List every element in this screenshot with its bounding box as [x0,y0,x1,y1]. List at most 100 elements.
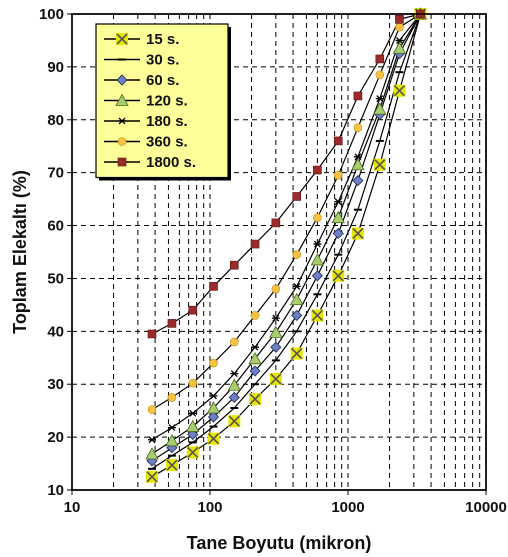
y-tick-label: 50 [47,270,64,287]
y-tick-label: 100 [39,6,64,23]
data-point [228,391,240,404]
data-point [230,370,239,378]
data-point [269,325,283,338]
data-point [352,175,364,187]
data-point [269,372,282,385]
data-point [148,436,157,444]
legend-item: 30 s. [104,52,179,69]
data-point [249,365,261,377]
data-point [375,70,385,80]
data-point [167,319,177,328]
legend-item: 15 s. [104,31,179,48]
data-point [188,378,198,388]
data-point [292,282,301,290]
data-point [290,347,303,360]
data-point [250,311,260,320]
series-points-1 [148,13,425,470]
data-point [165,459,178,472]
data-point [250,239,260,249]
data-point [353,153,362,161]
data-point [271,218,281,228]
data-point [206,401,221,414]
data-point [290,292,304,305]
data-point [395,36,404,44]
data-point [209,358,218,368]
data-point [395,22,404,32]
data-point [332,269,345,282]
plot-area [71,7,487,491]
data-point [313,165,322,175]
legend-item: 120 s. [104,93,188,110]
legend-marker [117,157,127,167]
data-point [351,157,365,171]
legend-label: 30 s. [146,52,179,69]
x-axis-ticks: 10 100 1000 10000 [64,490,507,516]
series-line-5 [151,13,421,411]
data-point [186,446,199,459]
legend-label: 360 s. [146,134,188,151]
series-line-3 [151,13,422,455]
data-point [392,41,407,54]
data-point [188,409,197,417]
data-point [209,282,218,291]
series-points-5 [147,9,425,414]
data-point [313,213,322,222]
legend-label: 1800 s. [146,154,196,171]
plot-border [71,13,487,491]
legend-item: 60 s. [104,72,179,89]
data-point [251,343,260,351]
data-point [230,260,239,270]
data-point [311,270,323,282]
legend-item: 180 s. [104,113,188,130]
data-point [249,393,262,406]
data-point [393,84,406,97]
series-line-1 [151,13,422,470]
data-point [373,158,386,171]
data-point [228,415,241,428]
series-markers [145,7,428,483]
series-points-3 [145,7,428,460]
data-point [313,240,322,248]
legend-label: 180 s. [146,113,188,130]
data-point [146,470,159,483]
data-point [165,433,179,447]
legend-label: 60 s. [146,72,179,89]
data-point [333,136,343,146]
x-tick-label: 10000 [465,499,507,516]
legend-marker [117,137,127,146]
legend-label: 15 s. [146,31,179,48]
data-point [292,250,302,259]
data-point [187,428,199,441]
y-tick-label: 40 [47,323,64,340]
data-point [147,405,157,414]
y-axis-title: Toplam Elekaltı (%) [10,170,30,334]
data-point [333,171,343,180]
legend-marker [115,93,129,106]
data-point [310,253,325,266]
data-point [147,329,157,339]
data-point [188,305,198,315]
series-points-4 [148,10,425,444]
data-point [230,337,239,347]
data-point [353,91,363,101]
data-point [375,95,384,103]
legend-item: 1800 s. [104,154,196,171]
legend-marker [116,74,128,86]
y-tick-label: 80 [47,112,64,129]
data-point [271,314,280,322]
y-tick-label: 10 [47,482,64,499]
data-point [334,198,343,206]
data-point [248,352,262,365]
data-point [207,411,220,423]
series-line-4 [151,13,421,441]
data-point [395,14,404,24]
data-point [353,123,363,133]
x-tick-label: 100 [197,499,222,516]
data-point [167,393,177,402]
data-point [331,210,345,224]
x-tick-label: 10 [64,499,81,516]
legend-marker [116,33,128,45]
data-point [271,284,281,294]
data-point [351,227,364,240]
